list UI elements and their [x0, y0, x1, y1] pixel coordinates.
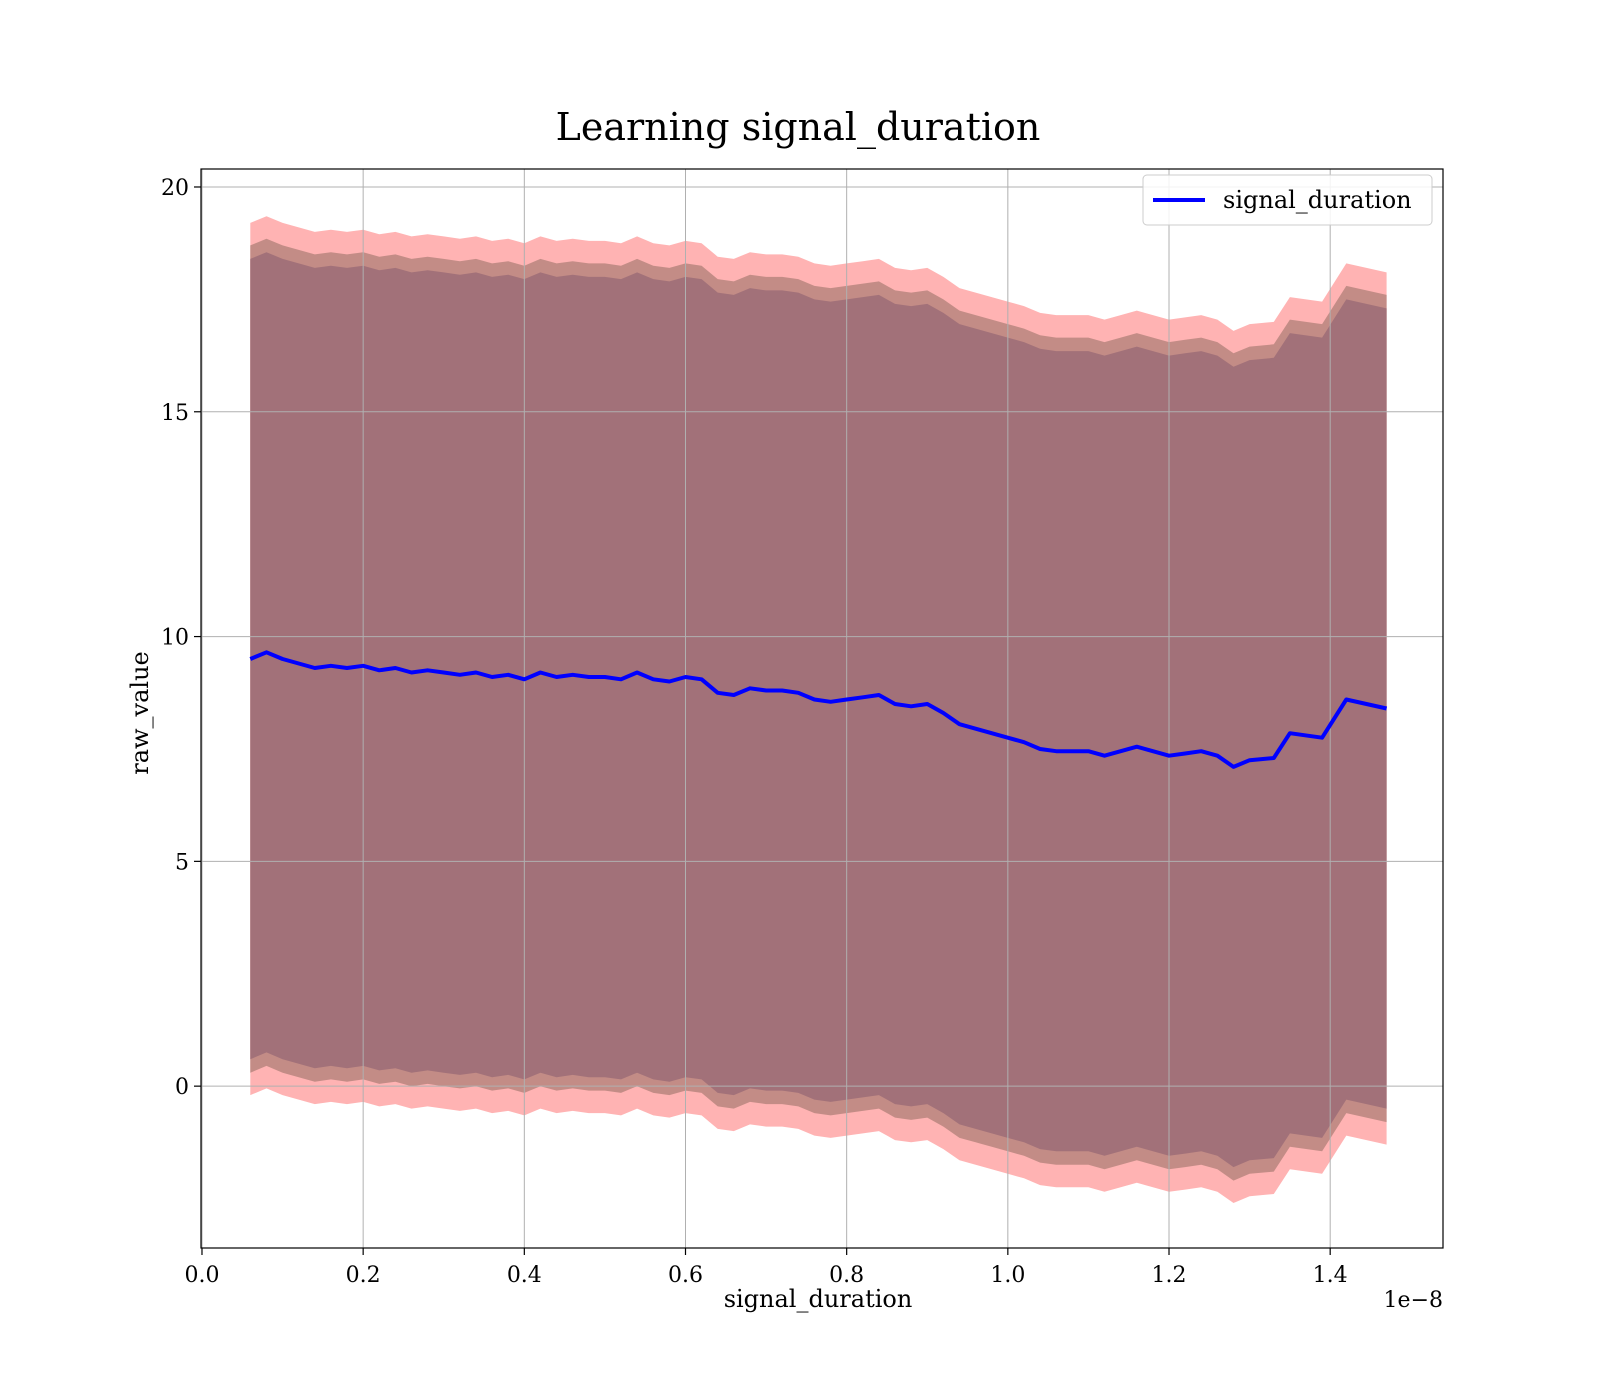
x-tick-label: 0.8 — [829, 1263, 864, 1288]
legend: signal_duration — [1142, 174, 1433, 226]
y-axis-ticks: 0 5 10 15 20 — [161, 176, 201, 1100]
y-tick-label: 0 — [175, 1075, 189, 1100]
x-axis-label: signal_duration — [724, 1285, 913, 1313]
series-line-signal-duration — [249, 650, 1388, 769]
confidence-bands — [250, 216, 1387, 1203]
grid-lines — [201, 169, 1443, 1248]
y-tick-label: 20 — [161, 176, 189, 201]
x-tick-label: 0.4 — [507, 1263, 542, 1288]
chart-title: Learning signal_duration — [556, 105, 1041, 150]
y-tick-label: 10 — [161, 626, 189, 651]
series-lines — [249, 650, 1388, 769]
x-tick-label: 1.2 — [1152, 1263, 1187, 1288]
y-tick-label: 15 — [161, 401, 189, 426]
x-tick-label: 0.6 — [668, 1263, 703, 1288]
y-tick-label: 5 — [175, 850, 189, 875]
y-axis-label: raw_value — [126, 651, 154, 775]
legend-label-signal-duration: signal_duration — [1223, 186, 1412, 214]
plot-frame — [200, 168, 1444, 1249]
legend-box — [1142, 174, 1433, 226]
x-tick-label: 1.4 — [1313, 1263, 1348, 1288]
x-tick-label: 0.2 — [346, 1263, 381, 1288]
x-axis-offset-text: 1e−8 — [1384, 1288, 1443, 1313]
x-axis-ticks: 0.0 0.2 0.4 0.6 0.8 1.0 1.2 1.4 — [184, 1248, 1348, 1288]
x-tick-label: 0.0 — [184, 1263, 219, 1288]
x-tick-label: 1.0 — [990, 1263, 1025, 1288]
confidence-band-3 — [250, 252, 1387, 1168]
plot-area — [200, 168, 1444, 1249]
